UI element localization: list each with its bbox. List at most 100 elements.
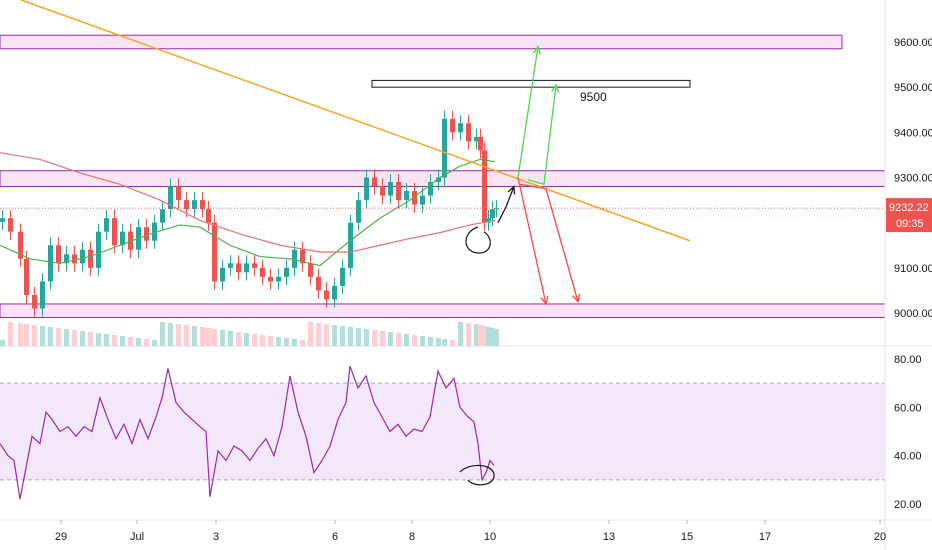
circle-annotation[interactable] [465, 226, 491, 254]
time-axis[interactable]: 29 Jul 3 6 8 10 13 15 17 20 [55, 520, 886, 543]
candle-body [380, 186, 385, 196]
candle[interactable] [450, 110, 455, 141]
candle[interactable] [206, 200, 211, 231]
candle[interactable] [220, 259, 225, 290]
target-box[interactable] [371, 79, 691, 88]
candle-body [436, 177, 441, 183]
candle[interactable] [40, 273, 45, 317]
volume-bar [308, 322, 313, 346]
candle[interactable] [404, 182, 409, 209]
candle[interactable] [252, 255, 257, 276]
volume-bar [18, 323, 23, 346]
projection-arrow[interactable] [527, 83, 560, 186]
candle[interactable] [300, 241, 305, 272]
projection-arrow[interactable] [497, 185, 516, 223]
volume-bar [244, 333, 249, 346]
candle[interactable] [486, 210, 491, 231]
candle[interactable] [120, 223, 125, 254]
volume-bar [372, 330, 377, 346]
rsi-circle-annotation[interactable] [459, 464, 495, 486]
candle[interactable] [490, 200, 495, 227]
candle[interactable] [104, 210, 109, 240]
candle[interactable] [176, 178, 181, 209]
candle[interactable] [324, 282, 329, 308]
candle[interactable] [0, 210, 5, 230]
candle[interactable] [244, 255, 249, 281]
candle[interactable] [420, 187, 425, 213]
candle[interactable] [260, 259, 265, 285]
red-moving-average[interactable] [0, 152, 496, 253]
candle[interactable] [284, 259, 289, 285]
candle[interactable] [144, 219, 149, 249]
price-axis[interactable]: 9600.00 9500.00 9400.00 9300.00 9100.00 9000.… [884, 0, 932, 550]
candle[interactable] [292, 241, 297, 276]
price-pane[interactable] [0, 0, 932, 347]
candle[interactable] [308, 255, 313, 285]
descending-trendline[interactable] [0, 0, 691, 242]
candle[interactable] [380, 178, 385, 204]
rsi-line[interactable] [0, 366, 495, 500]
candle[interactable] [388, 173, 393, 204]
target-label: 9500 [580, 90, 607, 104]
candle[interactable] [356, 191, 361, 231]
candle[interactable] [160, 200, 165, 231]
candle[interactable] [494, 200, 499, 218]
candle[interactable] [48, 237, 53, 290]
volume-bar [32, 325, 37, 346]
candle[interactable] [96, 223, 101, 276]
candle[interactable] [8, 210, 13, 240]
volume-bar [48, 327, 53, 346]
candle[interactable] [24, 250, 29, 304]
candle[interactable] [316, 268, 321, 299]
green-moving-average[interactable] [0, 158, 496, 267]
volume-bar [40, 326, 45, 346]
candle[interactable] [72, 246, 77, 272]
candle[interactable] [64, 246, 69, 272]
support-resistance-zone[interactable] [0, 34, 843, 50]
rsi-pane[interactable] [0, 366, 932, 521]
projection-path [519, 183, 579, 302]
candle[interactable] [228, 255, 233, 276]
candle[interactable] [364, 169, 369, 209]
volume-bar [324, 324, 329, 346]
candle[interactable] [442, 110, 447, 186]
candle[interactable] [112, 210, 117, 254]
candle[interactable] [268, 268, 273, 290]
candle[interactable] [200, 191, 205, 218]
candle-body [192, 200, 197, 210]
volume-bar [436, 338, 441, 346]
candle[interactable] [192, 191, 197, 218]
candle[interactable] [372, 169, 377, 195]
candle[interactable] [348, 214, 353, 276]
candle[interactable] [332, 277, 337, 308]
projection-arrow[interactable] [519, 183, 581, 304]
candle[interactable] [56, 237, 61, 272]
candle-body [176, 186, 181, 201]
projection-arrow[interactable] [517, 45, 541, 178]
candle[interactable] [276, 268, 281, 290]
projection-arrow[interactable] [517, 177, 549, 306]
candle[interactable] [482, 142, 487, 231]
candle[interactable] [458, 115, 463, 141]
candle[interactable] [236, 255, 241, 281]
support-resistance-zone[interactable] [0, 303, 886, 319]
volume-bar [316, 323, 321, 346]
candle[interactable] [168, 178, 173, 218]
candle[interactable] [88, 241, 93, 276]
candle[interactable] [32, 286, 37, 317]
candle[interactable] [474, 128, 479, 150]
candle[interactable] [396, 173, 401, 209]
candle-body [244, 263, 249, 273]
candle[interactable] [18, 223, 23, 267]
rsi-tick-label: 80.00 [894, 354, 922, 366]
candle[interactable] [80, 241, 85, 272]
candle[interactable] [428, 173, 433, 204]
candle[interactable] [478, 128, 483, 159]
candle[interactable] [340, 259, 345, 295]
volume-bar [72, 330, 77, 346]
candle[interactable] [436, 169, 441, 191]
candle[interactable] [466, 115, 471, 150]
candle[interactable] [152, 214, 157, 249]
candle[interactable] [212, 214, 217, 290]
